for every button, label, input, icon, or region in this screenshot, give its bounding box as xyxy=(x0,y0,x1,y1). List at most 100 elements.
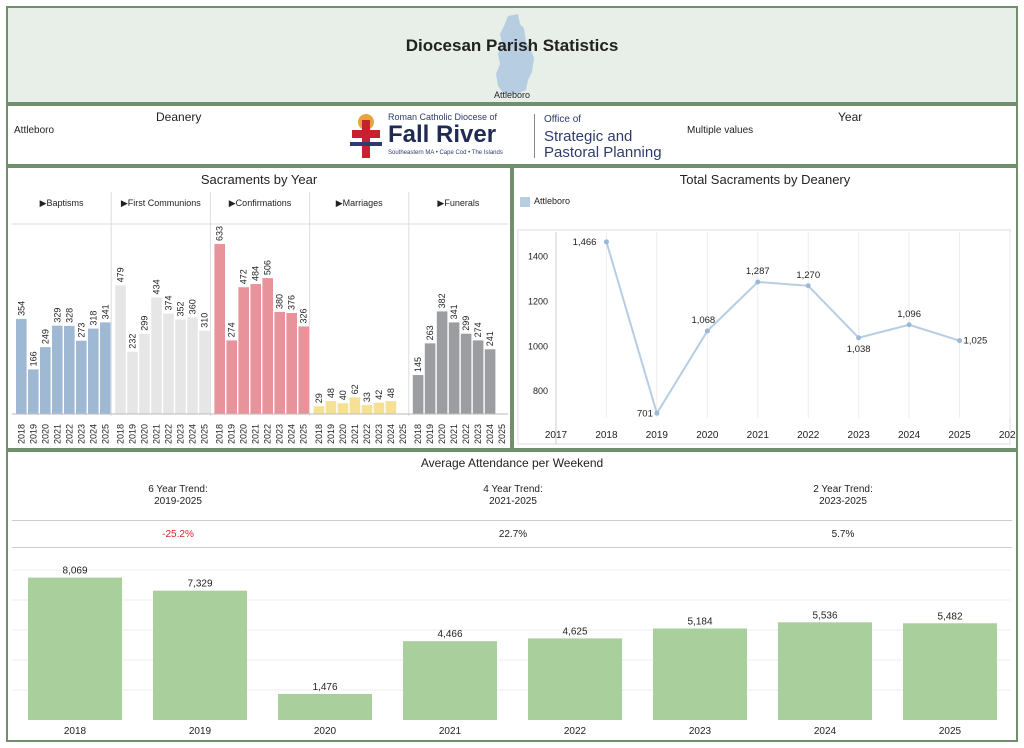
x-tick-label: 2026 xyxy=(999,430,1016,441)
x-tick-label: 2020 xyxy=(696,430,719,441)
trend-label: 6 Year Trend: 2019-2025 xyxy=(78,484,278,508)
sacrament-bar[interactable] xyxy=(448,322,460,414)
sacrament-bar[interactable] xyxy=(40,347,51,414)
sacrament-bar[interactable] xyxy=(151,297,162,414)
attendance-bar[interactable] xyxy=(528,638,622,720)
attendance-bar[interactable] xyxy=(403,641,497,720)
year-tick-label: 2018 xyxy=(116,424,126,444)
logo-line3: Southeastern MA • Cape Cod • The Islands xyxy=(388,150,503,156)
year-tick-label: 2019 xyxy=(128,424,138,444)
sacrament-bar[interactable] xyxy=(298,326,309,414)
attendance-bar[interactable] xyxy=(278,693,372,720)
pane-header[interactable]: ▶Baptisms xyxy=(40,198,84,208)
sacrament-bar[interactable] xyxy=(100,322,111,414)
attendance-bar[interactable] xyxy=(653,628,747,720)
year-tick-label: 2023 xyxy=(275,424,285,444)
point-value-label: 701 xyxy=(637,408,653,419)
sacrament-bar[interactable] xyxy=(262,278,273,414)
sacrament-bar[interactable] xyxy=(187,317,198,414)
attendance-year-label: 2023 xyxy=(689,726,712,737)
sacrament-bar[interactable] xyxy=(28,369,39,414)
sacrament-bar[interactable] xyxy=(163,313,174,414)
year-tick-label: 2020 xyxy=(40,424,50,444)
sacrament-bar[interactable] xyxy=(214,243,225,414)
attendance-value-label: 4,625 xyxy=(562,626,587,637)
bar-value-label: 40 xyxy=(338,390,348,400)
attendance-value-label: 5,184 xyxy=(687,617,712,628)
line-point[interactable] xyxy=(805,283,811,289)
year-tick-label: 2024 xyxy=(188,424,198,444)
sacrament-bar[interactable] xyxy=(460,333,472,414)
sacrament-bar[interactable] xyxy=(424,343,436,414)
trend-divider-top xyxy=(12,520,1012,521)
bar-value-label: 354 xyxy=(16,301,26,316)
line-point[interactable] xyxy=(704,328,710,334)
sacrament-bar[interactable] xyxy=(127,351,138,414)
sacrament-bar[interactable] xyxy=(16,318,27,414)
bar-value-label: 326 xyxy=(299,308,309,323)
year-tick-label: 2022 xyxy=(461,424,471,444)
year-tick-label: 2021 xyxy=(449,424,459,444)
sacrament-bar[interactable] xyxy=(88,328,99,414)
bar-value-label: 360 xyxy=(188,299,198,314)
point-value-label: 1,038 xyxy=(847,344,871,355)
year-tick-label: 2024 xyxy=(287,424,297,444)
bar-value-label: 249 xyxy=(40,329,50,344)
attendance-bar[interactable] xyxy=(153,590,247,720)
logo-line1: Roman Catholic Diocese of xyxy=(388,112,498,122)
sacrament-bar[interactable] xyxy=(412,375,424,414)
sacrament-bar[interactable] xyxy=(373,402,385,414)
trend-divider-bottom xyxy=(12,547,1012,548)
pane-header[interactable]: ▶Confirmations xyxy=(229,198,292,208)
pane-header[interactable]: ▶Funerals xyxy=(437,198,479,208)
sacrament-bar[interactable] xyxy=(286,313,297,414)
sacrament-bar[interactable] xyxy=(250,284,261,414)
sacrament-bar[interactable] xyxy=(484,349,496,414)
pane-header[interactable]: ▶Marriages xyxy=(336,198,383,208)
sacrament-bar[interactable] xyxy=(139,333,150,414)
trend-label-line1: 4 Year Trend: xyxy=(483,484,543,495)
sacrament-bar[interactable] xyxy=(349,397,361,414)
total-sacraments-title: Total Sacraments by Deanery xyxy=(679,172,851,187)
year-filter-label: Year xyxy=(838,110,863,124)
deanery-filter-value[interactable]: Attleboro xyxy=(14,125,55,136)
y-tick-label: 1400 xyxy=(528,252,548,262)
line-point[interactable] xyxy=(755,279,761,285)
sacrament-bar[interactable] xyxy=(199,330,210,414)
sacrament-bar[interactable] xyxy=(115,285,126,414)
attendance-bar[interactable] xyxy=(778,622,872,720)
sacrament-bar[interactable] xyxy=(238,287,249,414)
line-point[interactable] xyxy=(856,335,862,341)
attendance-bar[interactable] xyxy=(903,623,997,720)
point-value-label: 1,025 xyxy=(964,336,988,347)
attendance-bar[interactable] xyxy=(28,577,122,720)
logo-divider xyxy=(534,114,535,158)
sacrament-bar[interactable] xyxy=(52,325,63,414)
bar-value-label: 241 xyxy=(485,331,495,346)
year-tick-label: 2024 xyxy=(485,424,495,444)
sacrament-bar[interactable] xyxy=(325,401,337,414)
year-tick-label: 2024 xyxy=(88,424,98,444)
sacrament-bar[interactable] xyxy=(472,340,484,414)
pane-header[interactable]: ▶First Communions xyxy=(121,198,201,208)
attendance-value-label: 5,536 xyxy=(812,610,837,621)
sacrament-bar[interactable] xyxy=(361,405,373,414)
total-sacraments-panel: Total Sacraments by Deanery Attleboro 80… xyxy=(512,166,1018,450)
sacrament-bar[interactable] xyxy=(337,403,349,414)
sacrament-bar[interactable] xyxy=(436,311,448,414)
line-point[interactable] xyxy=(906,322,912,328)
sacrament-bar[interactable] xyxy=(274,311,285,414)
line-point[interactable] xyxy=(957,338,963,344)
sacrament-bar[interactable] xyxy=(64,325,75,414)
sacrament-bar[interactable] xyxy=(175,319,186,414)
year-filter-value[interactable]: Multiple values xyxy=(687,125,754,136)
deanery-map-shape[interactable] xyxy=(490,14,538,96)
sacrament-bar[interactable] xyxy=(385,401,397,414)
line-point[interactable] xyxy=(603,239,609,245)
line-point[interactable] xyxy=(654,410,660,416)
sacrament-bar[interactable] xyxy=(226,340,237,414)
sacrament-bar[interactable] xyxy=(313,406,325,414)
bar-value-label: 274 xyxy=(473,322,483,337)
sacrament-bar[interactable] xyxy=(76,340,87,414)
bar-value-label: 376 xyxy=(287,295,297,310)
